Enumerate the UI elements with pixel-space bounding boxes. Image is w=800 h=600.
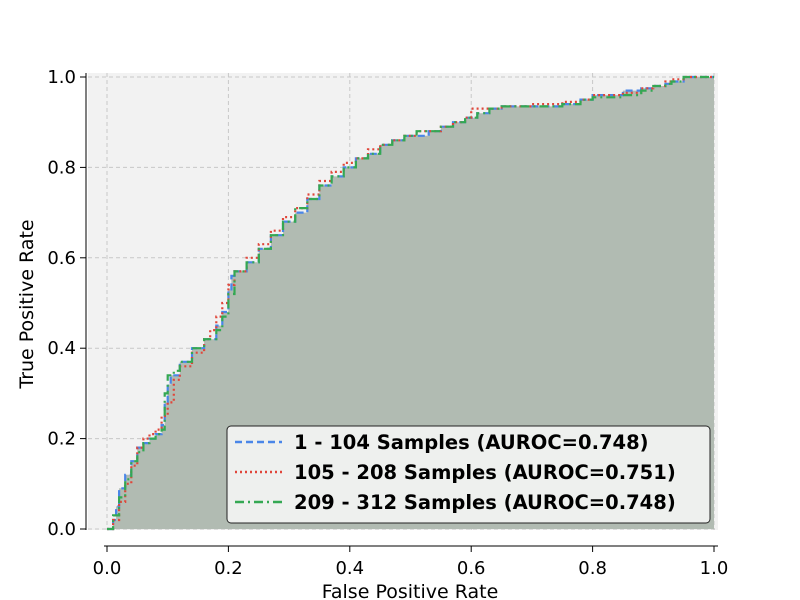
roc-curve-1 [107, 75, 714, 531]
y-tick-label: 0.4 [47, 338, 76, 359]
y-tick-label: 0.2 [47, 429, 76, 450]
legend-label-1: 1 - 104 Samples (AUROC=0.748) [294, 431, 649, 454]
x-axis-label: False Positive Rate [322, 581, 499, 600]
x-tick-label: 0.8 [578, 558, 607, 579]
legend-box [226, 425, 711, 524]
x-tick-label: 1.0 [700, 558, 729, 579]
x-tick-label: 0.0 [93, 558, 122, 579]
roc-curve-3 [107, 75, 714, 531]
x-tick-label: 0.4 [335, 558, 364, 579]
x-tick-label: 0.2 [214, 558, 243, 579]
legend-label-2: 105 - 208 Samples (AUROC=0.751) [294, 461, 676, 484]
x-tick-label: 0.6 [457, 558, 486, 579]
legend-label-3: 209 - 312 Samples (AUROC=0.748) [294, 491, 676, 514]
y-tick-label: 1.0 [47, 67, 76, 88]
x-ticks: 0.0 0.2 0.4 0.6 0.8 1.0 [93, 546, 729, 579]
roc-curves [107, 75, 714, 531]
curve-fill-1 [107, 77, 714, 529]
y-tick-label: 0.0 [47, 519, 76, 540]
curve-fills [107, 77, 714, 529]
y-tick-label: 0.6 [47, 248, 76, 269]
y-axis-label: True Positive Rate [16, 219, 38, 389]
legend: 1 - 104 Samples (AUROC=0.748) 105 - 208 S… [226, 425, 711, 524]
axes [85, 73, 718, 547]
y-tick-label: 0.8 [47, 157, 76, 178]
roc-curve-2 [107, 75, 714, 531]
y-ticks: 0.0 0.2 0.4 0.6 0.8 1.0 [47, 67, 86, 540]
